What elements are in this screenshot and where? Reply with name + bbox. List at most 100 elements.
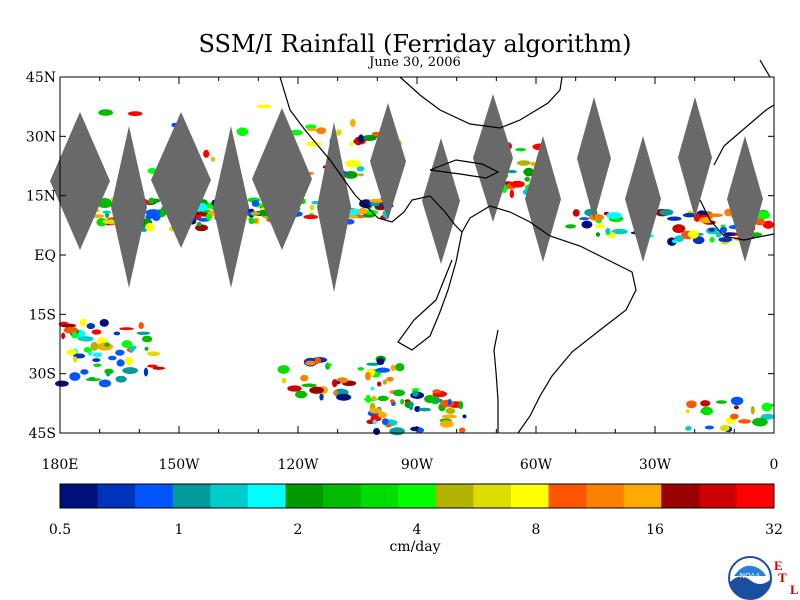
rain-cell bbox=[672, 224, 686, 234]
rain-cell bbox=[730, 396, 744, 406]
etl-letter-e: E bbox=[774, 558, 783, 573]
rain-cell bbox=[723, 232, 736, 236]
rain-cell bbox=[458, 400, 464, 410]
rain-cell bbox=[395, 363, 405, 372]
rain-cell bbox=[685, 409, 690, 413]
rain-cell bbox=[72, 356, 78, 363]
rain-cell bbox=[98, 109, 113, 116]
colorbar-tick-label: 4 bbox=[413, 522, 422, 538]
lat-tick-label: 30S bbox=[29, 367, 56, 383]
rain-cell bbox=[458, 427, 466, 434]
rain-cell bbox=[345, 159, 361, 168]
rain-cell bbox=[700, 400, 711, 407]
coastlines bbox=[279, 59, 775, 434]
rain-cell bbox=[385, 424, 392, 428]
rain-cell bbox=[606, 212, 622, 220]
rain-cell bbox=[309, 204, 315, 211]
rain-cell bbox=[358, 134, 364, 143]
rain-cell bbox=[390, 364, 397, 372]
rain-cell bbox=[709, 213, 723, 218]
rain-cell bbox=[113, 331, 121, 336]
rain-cell bbox=[595, 232, 601, 237]
map-axes: 45N 30N 15N EQ 15S 30S 45S 180E 150W 120W 90W 60W 30… bbox=[26, 70, 779, 473]
rain-cell bbox=[357, 173, 364, 177]
rain-cell bbox=[700, 406, 713, 416]
rain-cell bbox=[605, 227, 611, 236]
rain-cell bbox=[686, 400, 697, 409]
rain-cell bbox=[441, 414, 457, 419]
missing-swath bbox=[317, 122, 351, 292]
rain-cell bbox=[92, 358, 101, 363]
colorbar-swatch bbox=[398, 484, 437, 508]
rain-cell bbox=[314, 357, 321, 364]
missing-swath bbox=[727, 136, 763, 262]
rain-cell bbox=[359, 199, 374, 209]
rain-cell bbox=[256, 104, 272, 109]
rain-cell bbox=[416, 427, 425, 433]
rain-cell bbox=[251, 200, 260, 207]
rain-cell bbox=[66, 349, 77, 356]
lat-tick-label: 15S bbox=[29, 307, 56, 323]
missing-swath bbox=[50, 112, 110, 250]
rain-cell bbox=[305, 141, 322, 147]
map-frame bbox=[59, 76, 775, 434]
rain-cell bbox=[715, 400, 727, 404]
coastline bbox=[279, 76, 637, 434]
rain-cell bbox=[720, 424, 730, 432]
rain-cell bbox=[750, 405, 755, 415]
rain-cell bbox=[127, 111, 143, 117]
rain-cell bbox=[761, 402, 772, 412]
rain-cell bbox=[350, 118, 356, 128]
rain-cell bbox=[440, 399, 454, 408]
colorbar-tick-label: 0.5 bbox=[49, 522, 71, 538]
rain-cell bbox=[346, 215, 359, 219]
coastline bbox=[699, 199, 775, 241]
rain-cell bbox=[116, 359, 125, 367]
missing-swath bbox=[111, 126, 147, 288]
rain-cell bbox=[121, 340, 133, 348]
rain-cell bbox=[579, 217, 590, 221]
colorbar-swatch bbox=[736, 484, 775, 508]
rain-cell bbox=[719, 226, 728, 234]
rain-cell bbox=[709, 236, 715, 243]
rain-cell bbox=[414, 405, 421, 412]
missing-data-swaths bbox=[50, 94, 763, 292]
coastline bbox=[493, 329, 499, 433]
lat-tick-label: EQ bbox=[34, 248, 56, 264]
rain-cell bbox=[682, 212, 697, 218]
rain-cell bbox=[754, 218, 766, 226]
rain-cell bbox=[101, 219, 118, 225]
rain-cell bbox=[146, 351, 161, 357]
rain-cell bbox=[90, 341, 99, 351]
lon-tick-label: 60W bbox=[520, 457, 553, 473]
lon-tick-label: 150W bbox=[158, 457, 200, 473]
rain-cell bbox=[588, 213, 605, 221]
rain-cell bbox=[371, 395, 377, 401]
rain-cell bbox=[581, 220, 593, 229]
rain-cell bbox=[60, 323, 77, 328]
colorbar-swatch bbox=[586, 484, 625, 508]
rain-cell bbox=[389, 427, 405, 436]
colorbar-swatch bbox=[172, 484, 211, 508]
rain-cell bbox=[510, 180, 525, 188]
lat-tick-label: 45S bbox=[29, 426, 56, 442]
rain-cell bbox=[148, 197, 155, 205]
rain-cell bbox=[424, 394, 437, 404]
rain-cell bbox=[61, 332, 66, 340]
coastline bbox=[759, 59, 771, 78]
colorbar-swatch bbox=[435, 484, 474, 508]
rain-cell bbox=[281, 377, 287, 384]
rain-cell bbox=[530, 161, 536, 167]
noaa-logo-text: NOAA bbox=[740, 572, 761, 580]
rain-cell bbox=[69, 372, 81, 381]
rain-cell bbox=[301, 383, 317, 388]
rain-cell bbox=[718, 237, 733, 243]
rain-cell bbox=[667, 216, 682, 221]
rain-cell bbox=[393, 389, 405, 397]
rain-cell bbox=[86, 323, 96, 330]
rain-cell bbox=[119, 327, 134, 331]
rain-cell bbox=[687, 230, 699, 239]
rain-cell bbox=[358, 207, 368, 215]
rain-cell bbox=[91, 329, 102, 335]
